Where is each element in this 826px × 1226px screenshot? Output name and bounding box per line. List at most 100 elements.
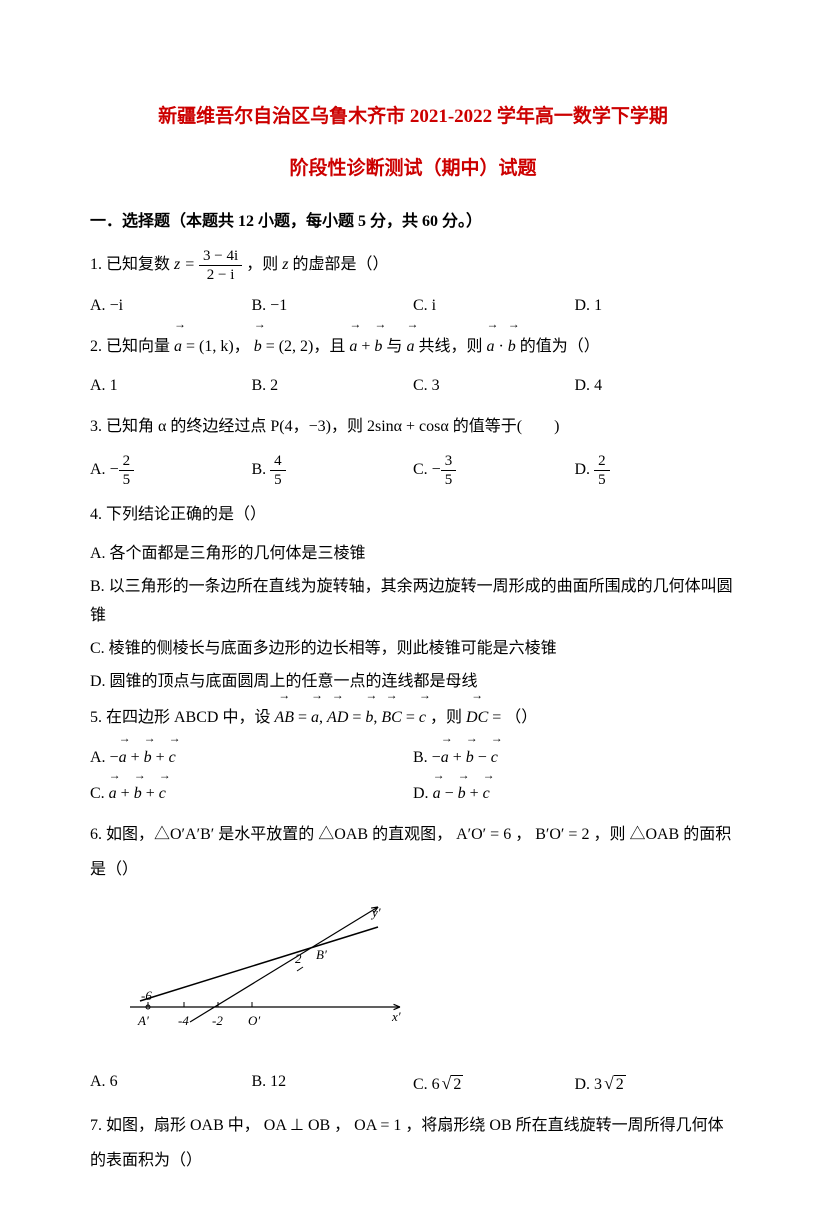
question-3: 3. 已知角 α 的终边经过点 P(4，−3)，则 2sinα + cosα 的… — [90, 409, 736, 444]
vec-a3: a — [406, 329, 414, 364]
q3-c-sign: − — [432, 461, 441, 478]
q1-prefix: 1. 已知复数 — [90, 256, 170, 273]
question-4: 4. 下列结论正确的是（） — [90, 497, 736, 532]
q2-m3: 共线，则 — [418, 338, 482, 355]
q1-opt-d: D. 1 — [575, 292, 737, 321]
vec-b: b — [254, 329, 262, 364]
q6-opt-d: D. 32 — [575, 1068, 737, 1100]
q6-c-sqrt: 2 — [451, 1075, 463, 1093]
q1-eq: z = — [174, 256, 195, 273]
q5c-a: a — [109, 780, 117, 809]
svg-text:-2: -2 — [212, 1013, 223, 1028]
q1-mid: ，则 — [246, 256, 278, 273]
question-7: 7. 如图，扇形 OAB 中， OA ⊥ OB ， OA = 1 ，将扇形绕 O… — [90, 1108, 736, 1178]
title-sub: 阶段性诊断测试（期中）试题 — [90, 152, 736, 186]
question-6: 6. 如图，△O′A′B′ 是水平放置的 △OAB 的直观图， A′O′ = 6… — [90, 817, 736, 887]
q2-opt-b: B. 2 — [252, 372, 414, 401]
q3-d-n: 2 — [594, 452, 610, 471]
q5-prefix: 5. 在四边形 ABCD 中，设 — [90, 709, 274, 726]
q5-mid: ，则 — [430, 709, 466, 726]
q6-opt-b: B. 12 — [252, 1068, 414, 1100]
q6-options: A. 6 B. 12 C. 62 D. 32 — [90, 1068, 736, 1100]
q1-num: 3 − 4i — [199, 247, 242, 266]
vec-a2: a — [349, 329, 357, 364]
q3-opt-c: C. −35 — [413, 452, 575, 489]
q6-a: 6 — [110, 1073, 118, 1090]
q3-opt-a: A. −25 — [90, 452, 252, 489]
vec-b2: b — [374, 329, 382, 364]
q3-a-n: 2 — [119, 452, 135, 471]
q3-c-d: 5 — [441, 471, 457, 489]
title-main: 新疆维吾尔自治区乌鲁木齐市 2021-2022 学年高一数学下学期 — [90, 100, 736, 134]
figure-q6: A′ -6 -4 -2 O′ B′ 2 x′ y′ — [130, 897, 736, 1058]
q1-b-val: −1 — [270, 297, 287, 314]
vec-BC: BC — [381, 700, 401, 735]
q5-e2: = — [348, 709, 365, 726]
vec-a5: a — [311, 700, 319, 735]
q3-b-n: 4 — [270, 452, 286, 471]
svg-text:O′: O′ — [248, 1013, 260, 1028]
vec-b3: b — [508, 329, 516, 364]
svg-text:B′: B′ — [316, 947, 327, 962]
vec-b5: b — [365, 700, 373, 735]
q6-d-sqrt: 2 — [614, 1075, 626, 1093]
svg-text:y′: y′ — [370, 905, 381, 920]
q5c-c: c — [159, 780, 166, 809]
vec-c5: c — [419, 700, 426, 735]
q5-options-2: C. a + b + c D. a − b + c — [90, 780, 736, 809]
q3-opt-b: B. 45 — [252, 452, 414, 489]
q2-opt-a: A. 1 — [90, 372, 252, 401]
q1-opt-b: B. −1 — [252, 292, 414, 321]
q1-fraction: 3 − 4i 2 − i — [199, 247, 242, 284]
q1-var: z — [282, 256, 288, 273]
q5d-a: a — [433, 780, 441, 809]
question-2: 2. 已知向量 a = (1, k)， b = (2, 2)，且 a + b 与… — [90, 329, 736, 364]
vec-a: a — [174, 329, 182, 364]
q3-options: A. −25 B. 45 C. −35 D. 25 — [90, 452, 736, 489]
q3-a-d: 5 — [119, 471, 135, 489]
q1-opt-a: A. −i — [90, 292, 252, 321]
q2-d-val: 4 — [594, 377, 602, 394]
q2-prefix: 2. 已知向量 — [90, 338, 170, 355]
q1-d-val: 1 — [594, 297, 602, 314]
q5d-c: c — [483, 780, 490, 809]
section-header: 一．选择题（本题共 12 小题，每小题 5 分，共 60 分。） — [90, 208, 736, 237]
vec-AB: AB — [274, 700, 294, 735]
question-1: 1. 已知复数 z = 3 − 4i 2 − i ，则 z 的虚部是（） — [90, 247, 736, 284]
question-5: 5. 在四边形 ABCD 中，设 AB = a, AD = b, BC = c … — [90, 700, 736, 735]
q5-opt-c: C. a + b + c — [90, 780, 413, 809]
q2-c-val: 3 — [432, 377, 440, 394]
q3-c-n: 3 — [441, 452, 457, 471]
q5c-b: b — [134, 780, 142, 809]
q6-opt-c: C. 62 — [413, 1068, 575, 1100]
q4-opt-a: A. 各个面都是三角形的几何体是三棱锥 — [90, 540, 736, 569]
vec-AD: AD — [327, 700, 348, 735]
svg-text:-4: -4 — [178, 1013, 189, 1028]
q2-b-val: 2 — [270, 377, 278, 394]
svg-text:A′: A′ — [137, 1013, 149, 1028]
svg-text:x′: x′ — [391, 1009, 401, 1024]
q5-e3: = — [402, 709, 419, 726]
q4-opt-c: C. 棱锥的侧棱长与底面多边形的边长相等，则此棱锥可能是六棱锥 — [90, 635, 736, 664]
q5-options: A. −a + b + c B. −a + b − c — [90, 744, 736, 773]
q2-aeq: = (1, k)， — [182, 338, 250, 355]
svg-text:-6: -6 — [141, 988, 152, 1003]
q4-opt-d: D. 圆锥的顶点与底面圆周上的任意一点的连线都是母线 — [90, 668, 736, 697]
q5-c2: , — [373, 709, 377, 726]
q2-m1: + — [357, 338, 374, 355]
q2-opt-d: D. 4 — [575, 372, 737, 401]
vec-a4: a — [486, 329, 494, 364]
q2-suffix: 的值为（） — [520, 338, 600, 355]
q1-a-val: −i — [110, 297, 123, 314]
q2-a-val: 1 — [110, 377, 118, 394]
q1-den: 2 − i — [199, 266, 242, 284]
q3-a-sign: − — [110, 461, 119, 478]
svg-text:2: 2 — [295, 951, 302, 966]
q3-b-d: 5 — [270, 471, 286, 489]
q6-diagram: A′ -6 -4 -2 O′ B′ 2 x′ y′ — [130, 897, 410, 1047]
q5d-b: b — [458, 780, 466, 809]
q6-b: 12 — [270, 1073, 286, 1090]
q2-beq: = (2, 2)，且 — [262, 338, 346, 355]
q5-e1: = — [294, 709, 311, 726]
q1-suffix: 的虚部是（） — [292, 256, 388, 273]
